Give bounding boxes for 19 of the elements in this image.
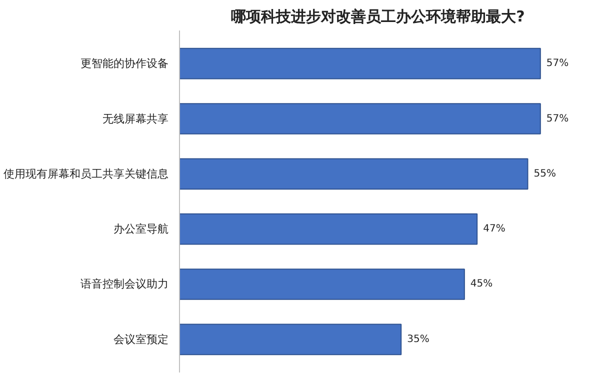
y-tick-label: 无线屏幕共享 bbox=[102, 112, 168, 126]
y-tick-label: 更智能的协作设备 bbox=[80, 57, 168, 70]
bar bbox=[180, 213, 478, 245]
bar bbox=[180, 48, 541, 80]
y-tick-label: 会议室预定 bbox=[114, 332, 168, 346]
bar bbox=[180, 103, 541, 134]
bar bbox=[180, 324, 402, 356]
data-label: 55% bbox=[534, 168, 556, 180]
data-label: 57% bbox=[546, 58, 569, 70]
bar bbox=[180, 268, 465, 300]
data-label: 57% bbox=[546, 113, 569, 124]
data-label: 45% bbox=[470, 278, 493, 290]
bar bbox=[180, 158, 528, 190]
data-label: 47% bbox=[483, 224, 506, 235]
y-tick-label: 使用现有屏幕和员工共享关键信息 bbox=[4, 167, 168, 180]
y-tick-label: 办公室导航 bbox=[114, 222, 168, 236]
data-label: 35% bbox=[407, 334, 430, 345]
chart-title: 哪项科技进步对改善员工办公环境帮助最大? bbox=[231, 8, 525, 26]
y-tick-label: 语音控制会议助力 bbox=[80, 278, 168, 291]
